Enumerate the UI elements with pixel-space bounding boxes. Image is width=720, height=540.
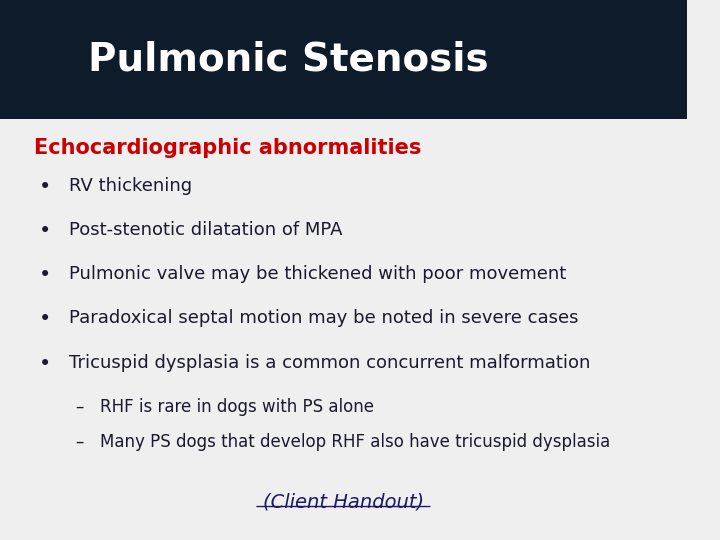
Text: RHF is rare in dogs with PS alone: RHF is rare in dogs with PS alone [99,398,374,416]
Text: Pulmonic valve may be thickened with poor movement: Pulmonic valve may be thickened with poo… [68,265,566,283]
Text: •: • [38,177,51,197]
Text: –: – [75,433,84,451]
Text: •: • [38,221,51,241]
Text: Tricuspid dysplasia is a common concurrent malformation: Tricuspid dysplasia is a common concurre… [68,354,590,372]
Text: –: – [75,398,84,416]
FancyBboxPatch shape [0,0,687,119]
Text: Many PS dogs that develop RHF also have tricuspid dysplasia: Many PS dogs that develop RHF also have … [99,433,610,451]
Text: •: • [38,354,51,374]
Text: Echocardiographic abnormalities: Echocardiographic abnormalities [35,138,422,158]
Text: •: • [38,265,51,285]
Text: •: • [38,309,51,329]
Text: RV thickening: RV thickening [68,177,192,194]
Text: Pulmonic Stenosis: Pulmonic Stenosis [88,40,489,78]
Text: Paradoxical septal motion may be noted in severe cases: Paradoxical septal motion may be noted i… [68,309,578,327]
Text: (Client Handout): (Client Handout) [263,492,424,512]
Text: Post-stenotic dilatation of MPA: Post-stenotic dilatation of MPA [68,221,342,239]
